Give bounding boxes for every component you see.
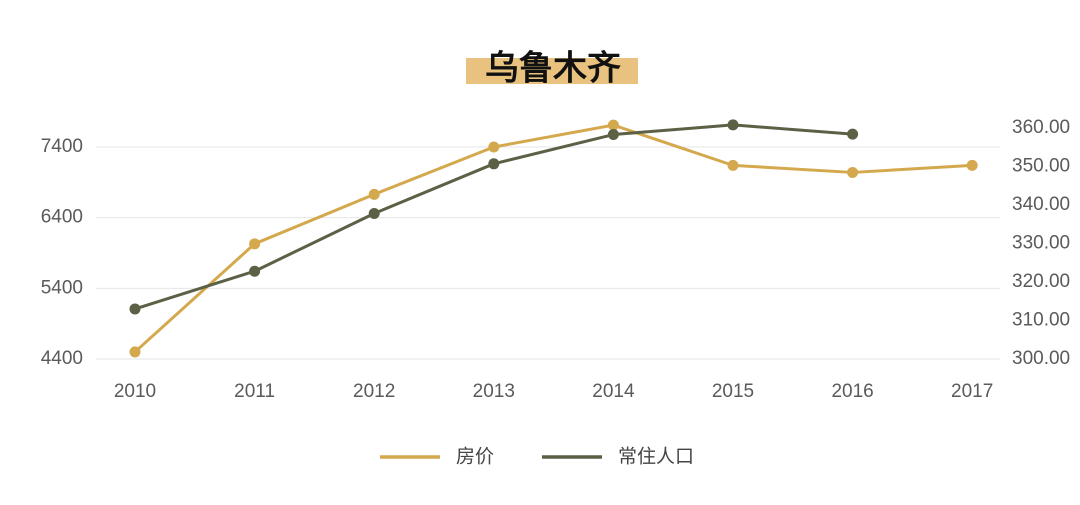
title-highlight (466, 58, 638, 84)
data-point (368, 207, 380, 219)
data-point (966, 159, 978, 171)
right-tick-label: 330.00 (1012, 233, 1070, 254)
x-tick-label: 2016 (831, 381, 873, 402)
left-tick-label: 6400 (41, 207, 83, 228)
x-tick-label: 2015 (712, 381, 754, 402)
right-tick-label: 300.00 (1012, 348, 1070, 369)
x-tick-label: 2011 (234, 381, 275, 402)
data-point (488, 158, 500, 170)
data-point (727, 119, 739, 131)
left-tick-label: 4400 (41, 348, 83, 369)
data-point (847, 128, 859, 140)
legend: 房价 常住人口 (380, 446, 694, 468)
right-tick-label: 310.00 (1012, 310, 1070, 331)
x-tick-label: 2012 (353, 381, 395, 402)
series-line (133, 123, 855, 311)
data-point (607, 129, 619, 141)
data-point (607, 119, 619, 131)
data-point (129, 303, 141, 315)
x-axis: 2010 2011 2012 2013 2014 2015 2016 2017 (114, 381, 993, 402)
right-tick-label: 360.00 (1012, 117, 1070, 138)
left-axis: 7400 6400 5400 4400 (41, 136, 83, 369)
data-point (488, 141, 500, 153)
x-tick-label: 2017 (951, 381, 993, 402)
right-tick-label: 350.00 (1012, 156, 1070, 177)
series-layer (129, 119, 978, 358)
data-point (727, 159, 739, 171)
legend-label: 常住人口 (618, 446, 694, 468)
left-tick-label: 5400 (41, 277, 83, 298)
data-point (368, 188, 380, 200)
data-point (249, 238, 261, 250)
right-tick-label: 340.00 (1012, 194, 1070, 215)
x-tick-label: 2010 (114, 381, 156, 402)
chart-title: 乌鲁木齐 (485, 49, 621, 89)
series-line (133, 123, 974, 354)
legend-label: 房价 (456, 446, 494, 468)
data-point (847, 166, 859, 178)
series-0 (129, 119, 978, 358)
series-1 (129, 119, 859, 315)
grid-lines (96, 146, 1000, 360)
right-axis: 360.00 350.00 340.00 330.00 320.00 310.00 300.… (1012, 117, 1070, 369)
right-tick-label: 320.00 (1012, 271, 1070, 292)
x-tick-label: 2014 (592, 381, 635, 402)
data-point (129, 346, 141, 358)
x-tick-label: 2013 (473, 381, 515, 402)
left-tick-label: 7400 (41, 136, 83, 157)
data-point (249, 265, 261, 277)
